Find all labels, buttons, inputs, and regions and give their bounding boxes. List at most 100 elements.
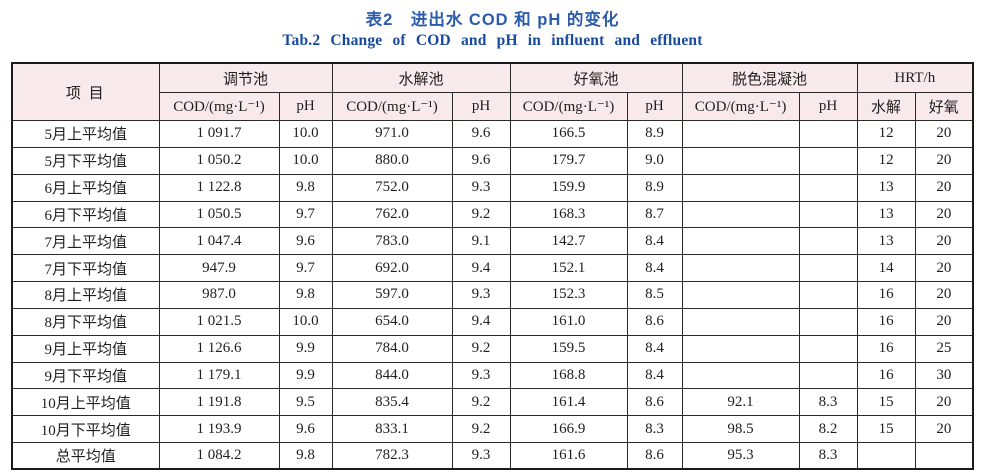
data-cell: 9.2	[451, 415, 511, 444]
data-cell: 13	[856, 200, 916, 229]
data-cell: 8.5	[626, 281, 683, 309]
data-cell	[681, 227, 800, 256]
header-item: 项 目	[11, 62, 160, 121]
data-cell: 1 091.7	[158, 120, 280, 148]
data-cell: 9.2	[451, 200, 511, 229]
data-cell: 844.0	[331, 361, 453, 390]
data-cell: 9.4	[451, 307, 511, 336]
data-cell: 8.4	[626, 361, 683, 390]
data-cell	[798, 334, 858, 363]
row-label: 9月上平均值	[11, 334, 160, 363]
row-label: 总平均值	[11, 442, 160, 470]
data-cell: 161.6	[509, 442, 628, 470]
data-cell: 20	[914, 388, 974, 417]
data-cell: 159.9	[509, 173, 628, 202]
header-ph-decolor: pH	[798, 92, 858, 121]
header-ph-regulation: pH	[278, 92, 333, 121]
data-cell: 152.1	[509, 254, 628, 283]
table-row: 9月上平均值 1 126.6 9.9 784.0 9.2 159.5 8.4 16 25	[11, 334, 974, 363]
data-cell: 13	[856, 227, 916, 256]
table-row: 10月上平均值 1 191.8 9.5 835.4 9.2 161.4 8.6 92.1 8.3…	[11, 388, 974, 417]
table-row: 总平均值 1 084.2 9.8 782.3 9.3 161.6 8.6 95.3 8.3	[11, 442, 974, 470]
data-cell: 9.6	[278, 227, 333, 256]
data-cell: 1 191.8	[158, 388, 280, 417]
data-cell	[681, 307, 800, 336]
data-cell: 1 122.8	[158, 173, 280, 202]
data-cell: 9.7	[278, 254, 333, 283]
data-cell: 9.3	[451, 361, 511, 390]
data-cell: 20	[914, 146, 974, 175]
table-caption-zh: 表2 进出水 COD 和 pH 的变化	[365, 11, 620, 29]
data-cell	[798, 281, 858, 309]
data-cell: 16	[856, 281, 916, 309]
data-cell: 20	[914, 120, 974, 148]
data-cell: 166.5	[509, 120, 628, 148]
data-cell	[798, 227, 858, 256]
data-cell: 752.0	[331, 173, 453, 202]
data-cell: 9.6	[278, 415, 333, 444]
row-label: 8月下平均值	[11, 307, 160, 336]
data-cell: 8.4	[626, 254, 683, 283]
data-cell: 16	[856, 361, 916, 390]
data-cell	[681, 254, 800, 283]
data-cell: 20	[914, 200, 974, 229]
data-cell	[856, 442, 916, 470]
data-cell: 9.6	[451, 146, 511, 175]
data-cell: 9.8	[278, 442, 333, 470]
header-cod-regulation: COD/(mg·L⁻¹)	[158, 92, 280, 121]
row-label: 8月上平均值	[11, 281, 160, 309]
header-group-regulation-pool: 调节池	[158, 62, 333, 93]
header-group-row: 项 目 调节池 水解池 好氧池 脱色混凝池 HRT/h	[11, 62, 974, 121]
data-cell: 8.3	[626, 415, 683, 444]
data-cell	[681, 200, 800, 229]
data-cell: 833.1	[331, 415, 453, 444]
data-cell: 9.0	[626, 146, 683, 175]
data-cell: 782.3	[331, 442, 453, 470]
data-cell: 1 021.5	[158, 307, 280, 336]
data-cell: 20	[914, 281, 974, 309]
header-hrt-aerobic: 好氧	[914, 92, 974, 121]
data-cell	[798, 173, 858, 202]
data-cell: 9.7	[278, 200, 333, 229]
data-cell: 12	[856, 146, 916, 175]
data-cell: 20	[914, 415, 974, 444]
data-cell	[914, 442, 974, 470]
header-group-hrt: HRT/h	[856, 62, 974, 93]
data-cell: 835.4	[331, 388, 453, 417]
row-label: 5月下平均值	[11, 146, 160, 175]
data-cell: 15	[856, 388, 916, 417]
header-hrt-hydrolysis: 水解	[856, 92, 916, 121]
data-cell: 13	[856, 173, 916, 202]
header-cod-aerobic: COD/(mg·L⁻¹)	[509, 92, 628, 121]
table-row: 6月下平均值 1 050.5 9.7 762.0 9.2 168.3 8.7 13 20	[11, 200, 974, 229]
table-body: 5月上平均值 1 091.7 10.0 971.0 9.6 166.5 8.9 12 20 5月下…	[11, 120, 974, 470]
header-cod-hydrolysis: COD/(mg·L⁻¹)	[331, 92, 453, 121]
data-cell: 10.0	[278, 146, 333, 175]
data-cell	[681, 281, 800, 309]
header-ph-aerobic: pH	[626, 92, 683, 121]
table-row: 8月下平均值 1 021.5 10.0 654.0 9.4 161.0 8.6 16 20	[11, 307, 974, 336]
table-row: 8月上平均值 987.0 9.8 597.0 9.3 152.3 8.5 16 20	[11, 281, 974, 309]
data-cell: 14	[856, 254, 916, 283]
data-cell	[681, 334, 800, 363]
data-cell: 168.8	[509, 361, 628, 390]
data-cell: 20	[914, 173, 974, 202]
data-cell: 9.4	[451, 254, 511, 283]
data-cell: 98.5	[681, 415, 800, 444]
data-cell: 1 084.2	[158, 442, 280, 470]
data-cell: 8.7	[626, 200, 683, 229]
table-row: 9月下平均值 1 179.1 9.9 844.0 9.3 168.8 8.4 16 30	[11, 361, 974, 390]
row-label: 6月下平均值	[11, 200, 160, 229]
row-label: 5月上平均值	[11, 120, 160, 148]
data-cell: 9.9	[278, 334, 333, 363]
cod-ph-table: 项 目 调节池 水解池 好氧池 脱色混凝池 HRT/h COD/(mg·L⁻¹)…	[11, 62, 975, 471]
data-cell: 25	[914, 334, 974, 363]
data-cell: 20	[914, 227, 974, 256]
data-cell: 1 193.9	[158, 415, 280, 444]
data-cell: 1 047.4	[158, 227, 280, 256]
row-label: 7月上平均值	[11, 227, 160, 256]
data-cell: 8.2	[798, 415, 858, 444]
data-cell: 20	[914, 307, 974, 336]
data-cell: 1 050.2	[158, 146, 280, 175]
data-cell: 142.7	[509, 227, 628, 256]
